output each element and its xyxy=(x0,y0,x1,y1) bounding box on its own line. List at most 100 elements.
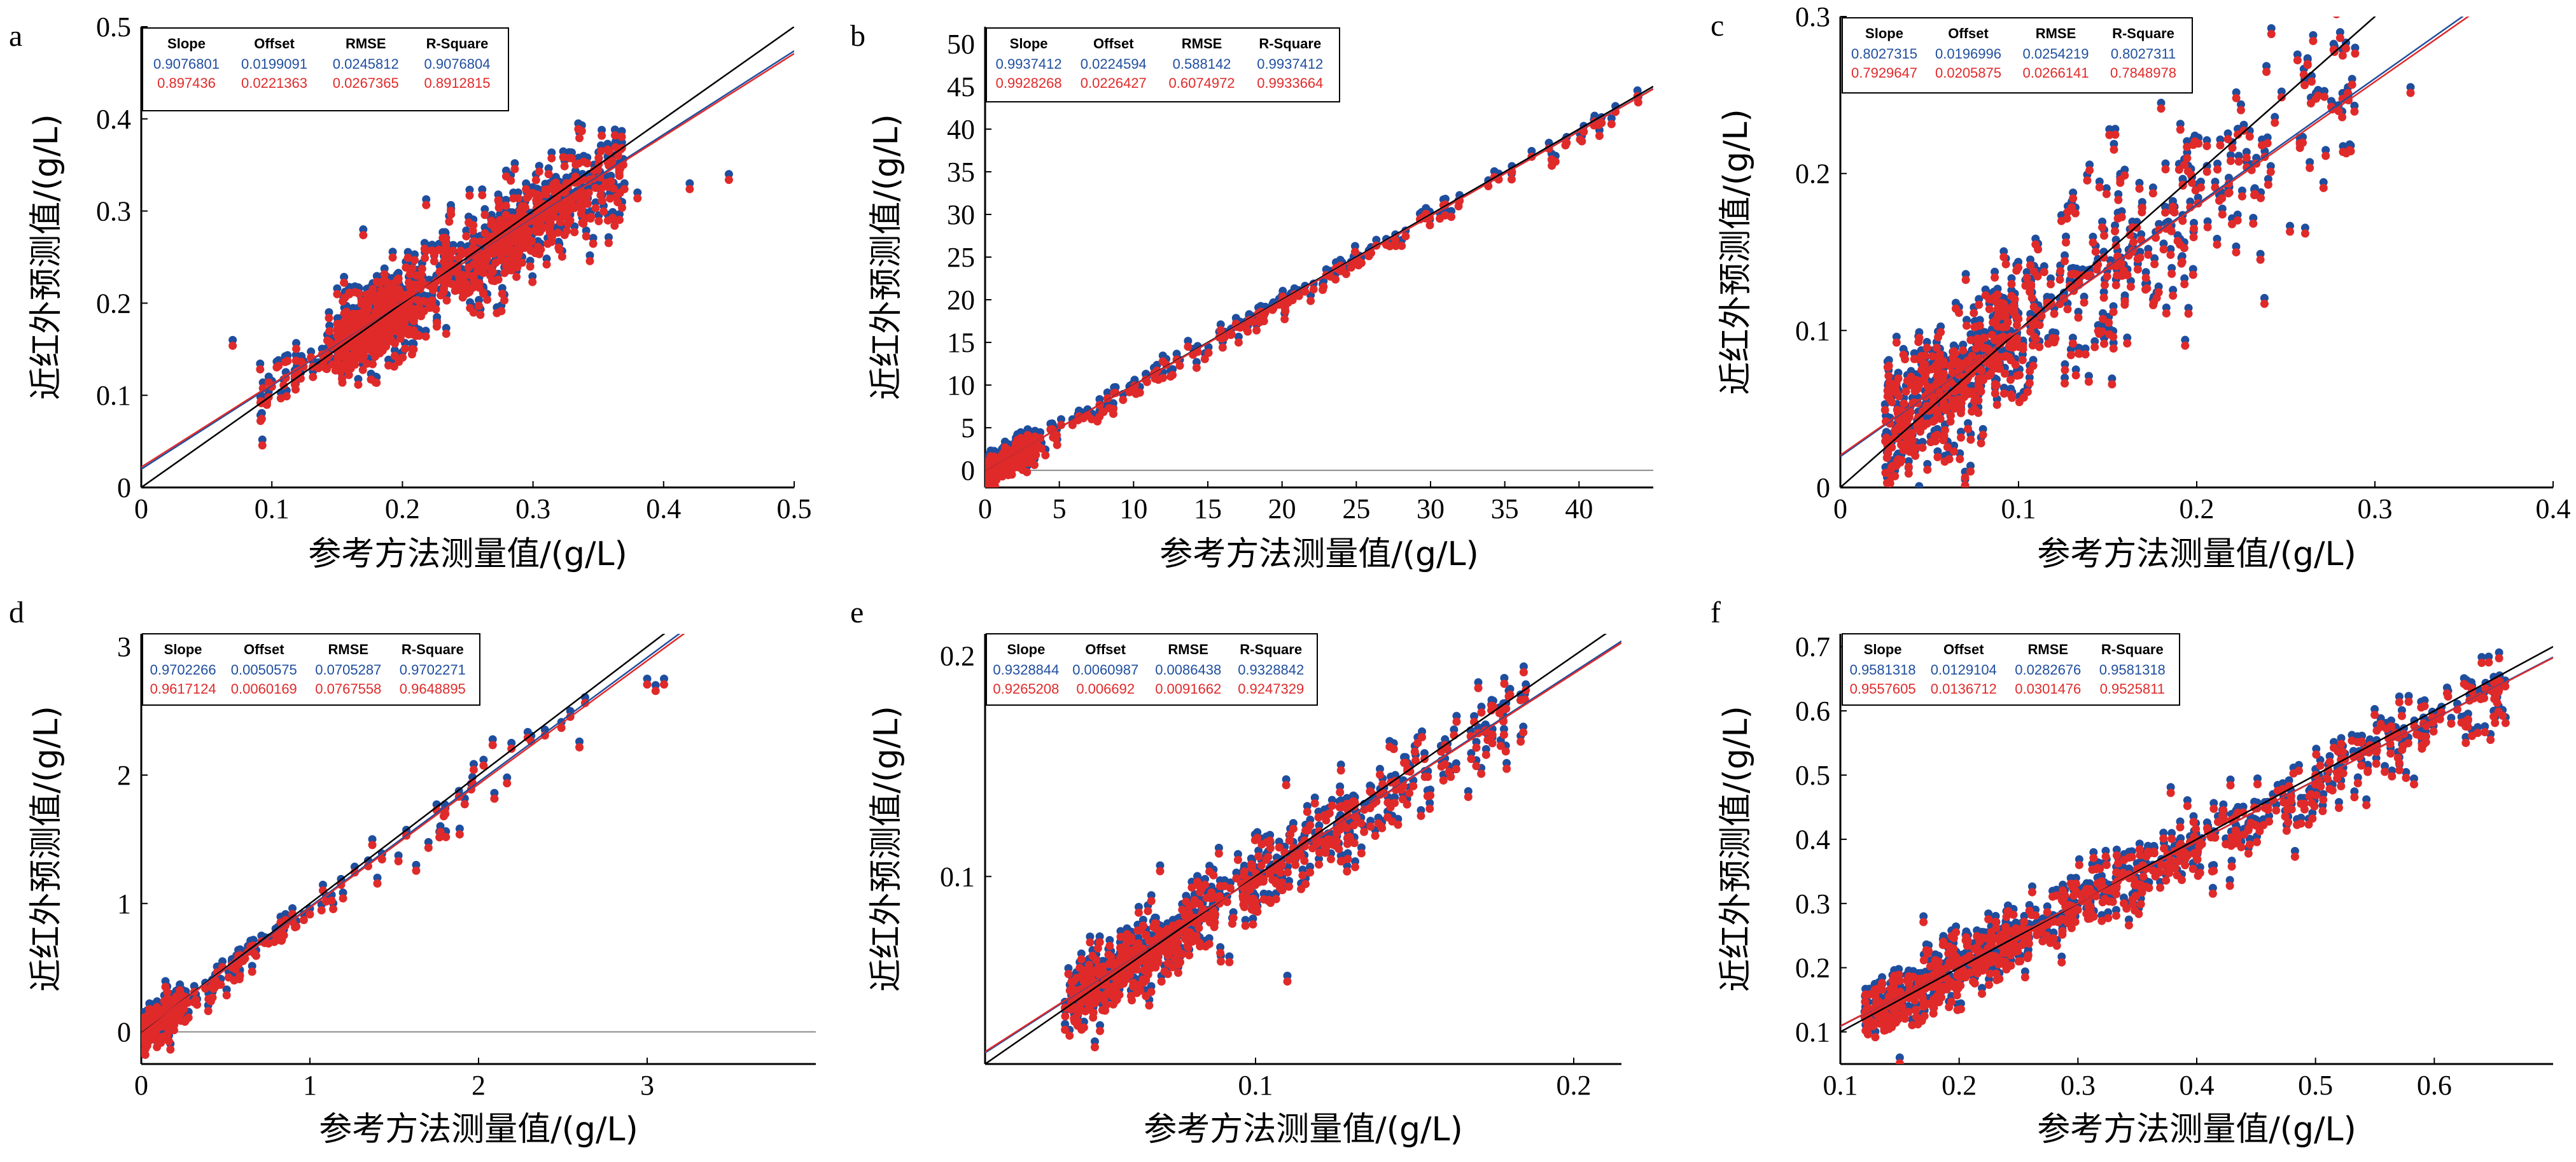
fit-line-red xyxy=(141,634,685,1032)
data-point-red xyxy=(551,178,560,187)
data-point-red xyxy=(2103,272,2111,281)
data-point-red xyxy=(368,284,377,293)
y-tick-label: 25 xyxy=(947,242,975,273)
data-point-red xyxy=(1970,309,1978,318)
data-point-blue xyxy=(1884,356,1893,365)
data-point-red xyxy=(327,896,336,905)
y-tick-label: 0 xyxy=(117,472,131,503)
y-axis-label: 近红外预测值/(g/L) xyxy=(1717,109,1755,395)
data-point-red xyxy=(435,833,444,842)
data-point-red xyxy=(985,459,993,468)
data-point-red xyxy=(2063,305,2072,314)
data-point-blue xyxy=(2242,148,2251,157)
stats-value: 0.0705287 xyxy=(315,662,381,678)
data-point-blue xyxy=(478,185,487,194)
chart-panel-b: b0 5 10 15 20 25 30 35 4005101520253035404550参考方… xyxy=(850,19,1653,573)
data-point-red xyxy=(1991,389,1999,398)
data-point-blue xyxy=(292,339,301,347)
data-point-red xyxy=(2108,380,2117,389)
data-point-red xyxy=(1003,446,1012,455)
x-tick-label: 0.3 xyxy=(515,493,550,524)
data-point-red xyxy=(445,217,454,226)
data-point-red xyxy=(378,346,387,355)
data-point-red xyxy=(216,980,225,989)
data-point-blue xyxy=(1231,314,1240,323)
data-point-red xyxy=(2027,280,2036,289)
data-point-red xyxy=(2008,343,2017,352)
data-point-red xyxy=(2099,253,2108,262)
data-point-red xyxy=(1922,343,1931,352)
data-point-red xyxy=(2006,356,2015,365)
data-point-blue xyxy=(488,735,497,744)
data-point-blue xyxy=(1350,242,1359,251)
data-point-red xyxy=(2183,143,2192,151)
data-point-red xyxy=(2040,268,2048,277)
data-point-red xyxy=(433,318,442,327)
data-point-red xyxy=(1961,276,1970,284)
data-point-red xyxy=(2047,280,2055,289)
data-point-red xyxy=(2309,36,2318,45)
data-point-red xyxy=(400,344,409,353)
data-point-red xyxy=(1993,290,2002,299)
x-axis-label: 参考方法测量值/(g/L) xyxy=(319,1110,638,1149)
data-point-blue xyxy=(264,372,273,381)
data-point-red xyxy=(2250,190,2259,199)
data-point-red xyxy=(470,237,479,246)
data-point-blue xyxy=(256,359,265,368)
data-point-red xyxy=(342,355,351,364)
data-point-red xyxy=(1053,440,1061,449)
data-point-blue xyxy=(1885,533,1893,541)
data-point-red xyxy=(2189,233,2198,242)
data-point-red xyxy=(1906,407,1915,416)
data-point-red xyxy=(153,1003,162,1012)
data-point-red xyxy=(386,335,395,344)
data-point-red xyxy=(1957,433,1966,442)
data-point-blue xyxy=(433,312,442,321)
data-point-red xyxy=(544,170,553,179)
data-point-red xyxy=(2113,271,2122,280)
data-point-red xyxy=(1294,291,1303,300)
data-point-red xyxy=(328,360,337,369)
data-point-red xyxy=(2028,341,2037,350)
data-point-red xyxy=(2258,141,2267,150)
data-point-red xyxy=(2061,238,2070,247)
data-point-red xyxy=(2180,280,2189,289)
data-point-red xyxy=(2050,338,2059,347)
data-point-red xyxy=(2083,176,2092,185)
data-point-red xyxy=(2148,189,2157,198)
data-point-red xyxy=(1999,389,2008,398)
data-point-blue xyxy=(2256,249,2265,258)
data-point-red xyxy=(442,330,451,339)
data-point-red xyxy=(376,332,385,341)
data-point-blue xyxy=(1192,358,1201,367)
data-point-red xyxy=(1959,346,1968,355)
data-point-red xyxy=(317,906,326,915)
data-point-blue xyxy=(2184,304,2193,312)
stats-value: 0.0226427 xyxy=(1081,75,1147,91)
data-point-red xyxy=(1280,315,1289,324)
data-point-red xyxy=(204,1007,213,1016)
data-point-red xyxy=(2081,350,2090,359)
data-point-red xyxy=(1103,394,1112,403)
data-point-red xyxy=(1595,131,1604,140)
data-point-red xyxy=(603,216,612,225)
data-point-red xyxy=(1634,98,1642,107)
data-point-red xyxy=(2245,132,2254,141)
data-point-blue xyxy=(2196,178,2205,186)
data-point-blue xyxy=(318,880,327,889)
data-point-red xyxy=(2271,118,2279,127)
data-point-red xyxy=(599,207,608,216)
data-point-blue xyxy=(2061,374,2069,382)
stats-value: 0.0050575 xyxy=(231,662,297,678)
data-point-red xyxy=(2128,223,2137,232)
data-point-red xyxy=(598,131,606,140)
data-point-red xyxy=(456,270,465,279)
data-point-red xyxy=(400,318,409,326)
data-point-red xyxy=(575,134,584,143)
data-point-red xyxy=(1987,361,1996,370)
data-point-red xyxy=(1991,273,1999,282)
stats-value: 0.9933664 xyxy=(1257,75,1323,91)
data-point-blue xyxy=(2190,218,2199,227)
data-point-red xyxy=(2286,227,2295,236)
data-point-red xyxy=(151,1025,160,1034)
